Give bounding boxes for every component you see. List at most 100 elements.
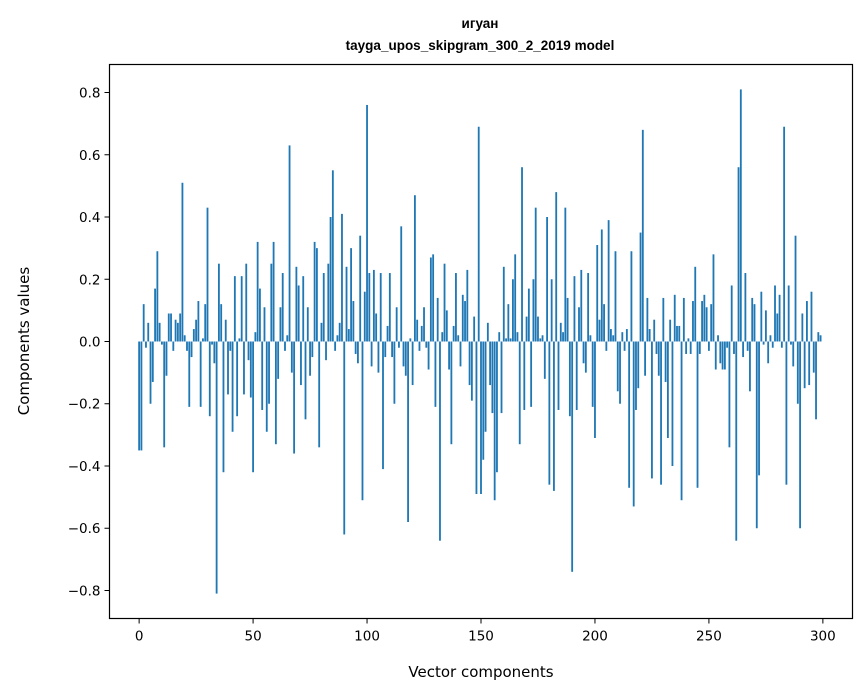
- bar-128: [429, 257, 432, 342]
- bar-215: [628, 341, 631, 488]
- bar-103: [372, 269, 375, 342]
- bar-84: [329, 217, 332, 342]
- bar-137: [450, 341, 453, 445]
- bar-140: [457, 335, 460, 342]
- bar-101: [368, 273, 371, 342]
- y-tick-label: −0.8: [68, 583, 101, 599]
- bar-55: [263, 307, 266, 342]
- bar-212: [621, 332, 624, 342]
- bar-32: [211, 341, 213, 345]
- bar-245: [696, 341, 699, 488]
- bar-21: [186, 341, 188, 351]
- bar-112: [393, 341, 396, 404]
- bar-177: [541, 335, 544, 342]
- bar-89: [341, 213, 343, 342]
- bar-231: [664, 341, 667, 382]
- bar-68: [293, 341, 296, 454]
- bar-193: [578, 307, 580, 342]
- bar-87: [336, 335, 339, 342]
- bar-206: [607, 220, 610, 342]
- bar-151: [482, 341, 485, 460]
- bar-232: [666, 341, 669, 438]
- bar-207: [610, 329, 612, 342]
- bar-226: [653, 319, 656, 342]
- bar-152: [484, 341, 487, 432]
- bar-92: [347, 329, 350, 342]
- bar-138: [452, 325, 455, 342]
- bar-121: [413, 195, 416, 342]
- y-axis-label: Components values: [15, 267, 33, 416]
- bar-187: [564, 207, 567, 342]
- bar-203: [600, 229, 603, 342]
- bar-161: [505, 338, 507, 342]
- bar-295: [810, 291, 813, 342]
- bar-260: [730, 285, 733, 342]
- bar-149: [477, 126, 480, 342]
- bar-159: [500, 341, 503, 414]
- bar-53: [259, 288, 261, 342]
- x-tick-label: 100: [354, 629, 380, 645]
- bars-group: [138, 89, 822, 594]
- bar-192: [575, 341, 578, 410]
- bar-75: [309, 341, 311, 376]
- y-tick-label: 0.8: [79, 86, 100, 102]
- bar-37: [222, 341, 225, 473]
- bar-230: [662, 297, 665, 342]
- bar-270: [753, 304, 756, 342]
- bar-1: [140, 341, 143, 451]
- bar-111: [391, 341, 394, 358]
- bar-118: [407, 341, 409, 523]
- bar-211: [619, 341, 621, 404]
- bar-65: [286, 335, 289, 342]
- bar-141: [459, 341, 462, 367]
- bar-83: [327, 263, 330, 342]
- bar-97: [359, 235, 362, 342]
- bar-76: [311, 341, 314, 358]
- bar-162: [507, 304, 510, 342]
- bar-96: [357, 341, 359, 364]
- bar-273: [760, 291, 763, 342]
- bar-59: [272, 241, 275, 342]
- bar-22: [188, 341, 191, 407]
- bar-44: [238, 338, 241, 342]
- bar-35: [217, 263, 220, 342]
- bar-15: [172, 341, 175, 351]
- bar-88: [338, 322, 341, 342]
- bar-52: [256, 241, 259, 342]
- bar-20: [183, 335, 186, 342]
- bar-271: [755, 341, 758, 529]
- bar-298: [817, 332, 820, 342]
- bar-297: [815, 341, 817, 420]
- bar-62: [279, 307, 282, 342]
- bar-31: [208, 341, 211, 417]
- bar-38: [224, 319, 227, 342]
- x-tick-label: 50: [244, 629, 261, 645]
- bar-218: [635, 341, 637, 410]
- bar-6: [151, 341, 154, 382]
- bar-217: [632, 341, 635, 507]
- bar-129: [432, 254, 435, 342]
- bar-186: [562, 332, 564, 342]
- bar-237: [678, 325, 681, 342]
- bar-19: [181, 182, 184, 342]
- bar-156: [493, 341, 496, 501]
- bar-227: [655, 341, 658, 354]
- bar-41: [231, 341, 234, 432]
- bar-139: [455, 273, 457, 342]
- bar-144: [466, 269, 469, 342]
- bar-167: [518, 341, 521, 445]
- bar-100: [366, 104, 368, 342]
- chart-subtitle: tayga_upos_skipgram_300_2_2019 model: [346, 38, 615, 53]
- bar-252: [712, 254, 715, 342]
- bar-219: [637, 341, 640, 389]
- bar-50: [252, 341, 254, 473]
- bar-79: [318, 341, 321, 448]
- bar-286: [790, 341, 792, 345]
- y-tick-label: 0.4: [79, 210, 100, 226]
- bar-180: [548, 341, 551, 485]
- bar-278: [771, 341, 774, 348]
- bar-142: [461, 294, 464, 342]
- bar-130: [434, 341, 437, 407]
- bar-93: [350, 248, 352, 342]
- bar-189: [568, 341, 571, 417]
